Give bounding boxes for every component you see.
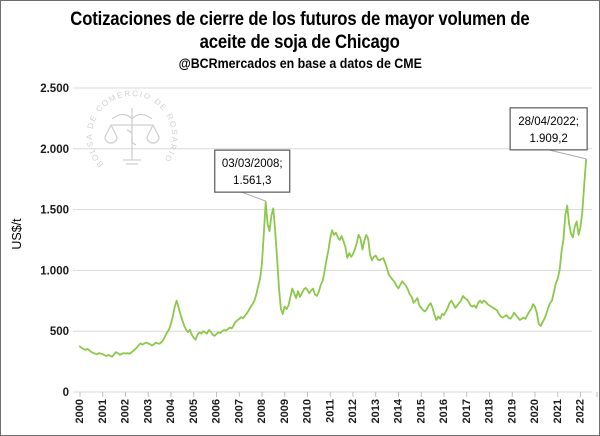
- annotation-leader-line: [548, 149, 587, 160]
- x-tick-label: 2002: [120, 399, 132, 423]
- x-tick-label: 2001: [97, 399, 109, 423]
- x-tick-label: 2012: [347, 399, 359, 423]
- chart-subtitle: @BCRmercados en base a datos de CME: [178, 56, 422, 71]
- annotation-date: 28/04/2022;: [518, 116, 579, 128]
- chart-title-line1: Cotizaciones de cierre de los futuros de…: [70, 9, 530, 30]
- x-tick-label: 2020: [529, 399, 541, 423]
- x-tick-label: 2003: [142, 399, 154, 423]
- annotation-value: 1.561,3: [233, 175, 271, 187]
- x-tick-label: 2021: [552, 399, 564, 423]
- annotation-value: 1.909,2: [529, 133, 567, 145]
- y-tick-label: 500: [50, 326, 69, 338]
- y-tick-label: 2.000: [40, 144, 69, 156]
- annotation-date: 03/03/2008;: [222, 158, 283, 170]
- x-tick-label: 2006: [211, 399, 223, 423]
- x-tick-label: 2017: [461, 399, 473, 423]
- x-tick-label: 2022: [575, 399, 587, 423]
- annotation-box: [509, 107, 588, 151]
- price-line: [79, 158, 587, 358]
- y-tick-label: 2.500: [40, 83, 69, 95]
- x-tick-label: 2015: [415, 399, 427, 423]
- chart-title-line2: aceite de soja de Chicago: [199, 32, 401, 53]
- y-tick-label: 1.000: [40, 265, 69, 277]
- x-tick-label: 2018: [484, 399, 496, 423]
- x-tick-label: 2013: [370, 399, 382, 423]
- x-tick-label: 2008: [256, 399, 268, 423]
- x-tick-label: 2019: [506, 399, 518, 423]
- x-tick-label: 2007: [233, 399, 245, 423]
- x-tick-label: 2004: [165, 398, 177, 423]
- y-tick-label: 0: [63, 387, 69, 399]
- x-tick-label: 2014: [393, 398, 405, 423]
- y-tick-label: 1.500: [40, 205, 69, 217]
- bcr-watermark-logo-icon: BOLSA DE COMERCIO DE ROSARIO: [85, 89, 178, 169]
- annotation-leader-line: [241, 191, 266, 202]
- x-tick-label: 2010: [302, 399, 314, 423]
- x-tick-label: 2009: [279, 399, 291, 423]
- x-tick-label: 2000: [74, 399, 86, 423]
- caduceus-scales-icon: [104, 108, 160, 165]
- x-tick-label: 2016: [438, 399, 450, 423]
- y-axis-title: US$/t: [10, 218, 24, 250]
- annotation-box: [214, 149, 291, 193]
- x-tick-label: 2005: [188, 399, 200, 423]
- x-tick-label: 2011: [324, 399, 336, 423]
- chart-header: Cotizaciones de cierre de los futuros de…: [1, 8, 599, 72]
